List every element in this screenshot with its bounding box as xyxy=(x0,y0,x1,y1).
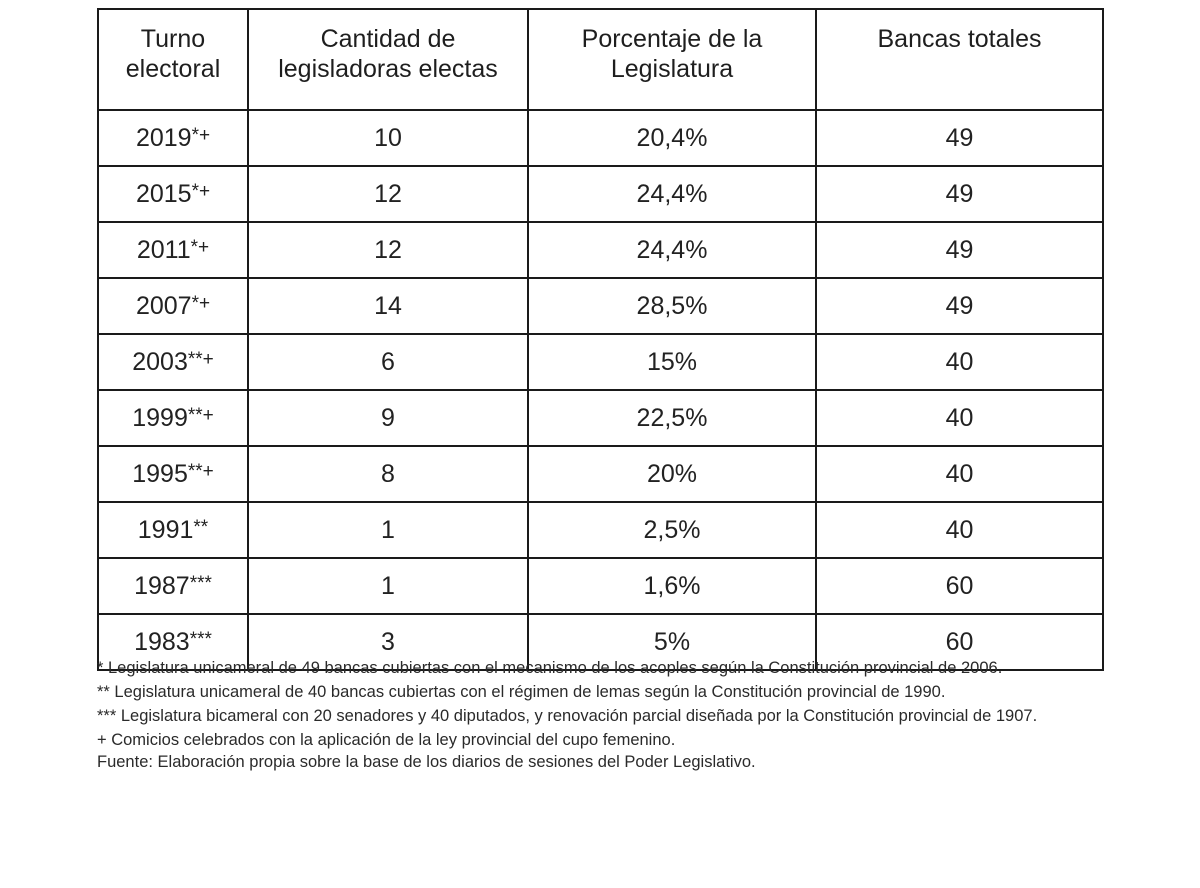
cell-bancas: 40 xyxy=(815,445,1104,503)
cell-cantidad: 6 xyxy=(247,333,529,391)
header-line: Cantidad de xyxy=(320,25,456,53)
table-header-row: Turno electoral Cantidad de legisladoras e… xyxy=(97,8,1104,111)
footnote-mark: *+ xyxy=(191,292,211,314)
table-row: 1995**+ 8 20% 40 xyxy=(97,445,1104,503)
cell-porcentaje: 24,4% xyxy=(527,165,817,223)
cell-bancas: 60 xyxy=(815,613,1104,671)
cell-cantidad: 1 xyxy=(247,501,529,559)
footnote-mark: **+ xyxy=(187,404,214,426)
cell-bancas: 60 xyxy=(815,557,1104,615)
table-row: 1991** 1 2,5% 40 xyxy=(97,501,1104,559)
table-row: 2003**+ 6 15% 40 xyxy=(97,333,1104,391)
header-line: Bancas totales xyxy=(877,25,1042,53)
cell-bancas: 40 xyxy=(815,389,1104,447)
cell-turno: 2007*+ xyxy=(97,277,249,335)
cell-bancas: 49 xyxy=(815,165,1104,223)
cell-turno: 1991** xyxy=(97,501,249,559)
year: 2007 xyxy=(135,291,192,320)
cell-bancas: 40 xyxy=(815,501,1104,559)
legislators-table: Turno electoral Cantidad de legisladoras e… xyxy=(97,8,1104,671)
year: 2011 xyxy=(136,235,191,264)
footnote-mark: *+ xyxy=(191,180,211,202)
footnotes: * Legislatura unicameral de 49 bancas cu… xyxy=(97,657,1102,773)
header-turno: Turno electoral xyxy=(97,8,249,111)
header-line: Legislatura xyxy=(610,55,734,83)
data-table-container: Turno electoral Cantidad de legisladoras e… xyxy=(97,8,1104,671)
cell-cantidad: 10 xyxy=(247,109,529,167)
table-row: 1999**+ 9 22,5% 40 xyxy=(97,389,1104,447)
cell-cantidad: 14 xyxy=(247,277,529,335)
year: 1995 xyxy=(132,459,188,488)
cell-turno: 1995**+ xyxy=(97,445,249,503)
cell-porcentaje: 20% xyxy=(527,445,817,503)
cell-cantidad: 1 xyxy=(247,557,529,615)
footnote-plus: + Comicios celebrados con la aplicación … xyxy=(97,731,676,749)
header-line: Porcentaje de la xyxy=(581,25,763,53)
table-row: 1987*** 1 1,6% 60 xyxy=(97,557,1104,615)
cell-turno: 2015*+ xyxy=(97,165,249,223)
header-line: legisladoras electas xyxy=(278,55,498,83)
cell-bancas: 40 xyxy=(815,333,1104,391)
footnote-double-asterisk: ** Legislatura unicameral de 40 bancas c… xyxy=(97,683,946,701)
header-line: electoral xyxy=(125,55,221,83)
header-porcentaje: Porcentaje de la Legislatura xyxy=(527,8,817,111)
footnote-triple-asterisk: *** Legislatura bicameral con 20 senador… xyxy=(97,707,1038,725)
year: 2019 xyxy=(135,123,192,152)
cell-cantidad: 8 xyxy=(247,445,529,503)
cell-porcentaje: 28,5% xyxy=(527,277,817,335)
footnote-mark: ** xyxy=(193,516,209,538)
cell-cantidad: 9 xyxy=(247,389,529,447)
table-row: 2019*+ 10 20,4% 49 xyxy=(97,109,1104,167)
cell-cantidad: 12 xyxy=(247,165,529,223)
table-row: 2007*+ 14 28,5% 49 xyxy=(97,277,1104,335)
table-row: 2011*+ 12 24,4% 49 xyxy=(97,221,1104,279)
cell-porcentaje: 15% xyxy=(527,333,817,391)
year: 1987 xyxy=(134,571,190,600)
cell-porcentaje: 22,5% xyxy=(527,389,817,447)
cell-cantidad: 3 xyxy=(247,613,529,671)
cell-porcentaje: 5% xyxy=(527,613,817,671)
cell-cantidad: 12 xyxy=(247,221,529,279)
footnote-mark: *** xyxy=(189,572,212,594)
year: 1983 xyxy=(134,627,190,656)
cell-turno: 2019*+ xyxy=(97,109,249,167)
footnote-source: Fuente: Elaboración propia sobre la base… xyxy=(97,753,756,771)
footnote-mark: *** xyxy=(189,628,212,650)
year: 2015 xyxy=(135,179,192,208)
footnote-mark: **+ xyxy=(187,348,214,370)
header-bancas: Bancas totales xyxy=(815,8,1104,111)
cell-porcentaje: 24,4% xyxy=(527,221,817,279)
footnote-single-asterisk: * Legislatura unicameral de 49 bancas cu… xyxy=(97,659,1003,677)
cell-turno: 1999**+ xyxy=(97,389,249,447)
cell-porcentaje: 1,6% xyxy=(527,557,817,615)
cell-turno: 2003**+ xyxy=(97,333,249,391)
footnote-mark: **+ xyxy=(187,460,214,482)
year: 1999 xyxy=(132,403,188,432)
table-row: 1983*** 3 5% 60 xyxy=(97,613,1104,671)
cell-porcentaje: 20,4% xyxy=(527,109,817,167)
header-cantidad: Cantidad de legisladoras electas xyxy=(247,8,529,111)
header-line: Turno xyxy=(140,25,206,53)
cell-turno: 1987*** xyxy=(97,557,249,615)
cell-turno: 2011*+ xyxy=(97,221,249,279)
cell-bancas: 49 xyxy=(815,109,1104,167)
cell-bancas: 49 xyxy=(815,277,1104,335)
cell-bancas: 49 xyxy=(815,221,1104,279)
year: 2003 xyxy=(132,347,188,376)
footnote-mark: *+ xyxy=(191,124,211,146)
cell-porcentaje: 2,5% xyxy=(527,501,817,559)
table-row: 2015*+ 12 24,4% 49 xyxy=(97,165,1104,223)
cell-turno: 1983*** xyxy=(97,613,249,671)
year: 1991 xyxy=(137,515,194,544)
footnote-mark: *+ xyxy=(190,236,210,258)
